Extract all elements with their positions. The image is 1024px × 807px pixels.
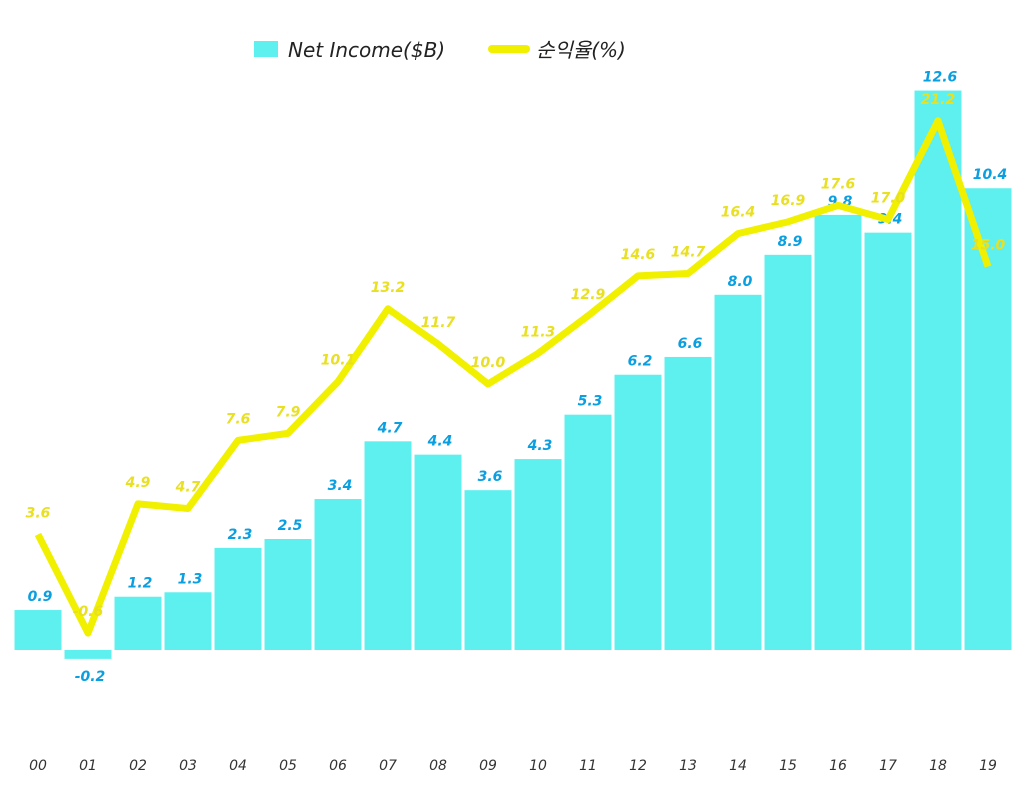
line-label-09: 10.0 [471, 355, 506, 371]
bar-label-07: 4.7 [377, 420, 403, 436]
bar-17 [864, 232, 912, 650]
bar-01 [64, 650, 112, 659]
x-tick-13: 13 [679, 758, 697, 774]
bar-18 [914, 90, 962, 650]
line-label-03: 4.7 [175, 480, 201, 496]
bar-label-08: 4.4 [427, 434, 453, 450]
bar-label-02: 1.2 [128, 576, 153, 592]
x-tick-11: 11 [579, 758, 597, 774]
line-label-06: 10.1 [321, 353, 356, 369]
x-tick-00: 00 [29, 758, 47, 774]
x-tick-07: 07 [379, 758, 397, 774]
x-tick-15: 15 [779, 758, 797, 774]
bar-05 [264, 539, 312, 650]
x-tick-08: 08 [429, 758, 447, 774]
bar-label-11: 5.3 [578, 394, 603, 410]
bar-07 [364, 441, 412, 650]
legend-label-net-income: Net Income($B) [288, 38, 445, 62]
x-tick-18: 18 [929, 758, 947, 774]
bar-08 [414, 454, 462, 650]
bar-label-04: 2.3 [228, 527, 253, 543]
legend-swatch-net-income [254, 41, 278, 57]
bar-label-01: -0.2 [75, 669, 106, 685]
margin-line [34, 117, 992, 637]
line-label-02: 4.9 [125, 475, 151, 491]
bar-16 [814, 214, 862, 650]
x-tick-03: 03 [179, 758, 197, 774]
line-label-12: 14.6 [621, 247, 656, 263]
legend: Net Income($B) 순익율(%) [254, 38, 626, 62]
x-tick-19: 19 [979, 758, 997, 774]
bar-label-19: 10.4 [973, 167, 1008, 183]
bar-label-12: 6.2 [628, 354, 653, 370]
bar-06 [314, 499, 362, 650]
bar-label-06: 3.4 [328, 478, 353, 494]
line-label-00: 3.6 [26, 505, 51, 521]
bar-09 [464, 490, 512, 650]
x-tick-09: 09 [479, 758, 497, 774]
line-label-05: 7.9 [276, 404, 301, 420]
line-label-18: 21.2 [921, 92, 956, 108]
line-label-13: 14.7 [671, 245, 706, 261]
line-label-08: 11.7 [421, 315, 456, 331]
bar-label-18: 12.6 [923, 70, 958, 86]
bar-13 [664, 356, 712, 650]
line-label-19: 15.0 [971, 238, 1006, 254]
bar-label-13: 6.6 [678, 336, 703, 352]
bar-label-05: 2.5 [278, 518, 303, 534]
x-tick-16: 16 [829, 758, 847, 774]
line-label-11: 12.9 [571, 287, 606, 303]
bar-label-00: 0.9 [28, 589, 53, 605]
x-tick-12: 12 [629, 758, 647, 774]
bar-03 [164, 592, 212, 650]
line-label-01: -0.6 [73, 604, 104, 620]
x-tick-02: 02 [129, 758, 147, 774]
legend-label-margin: 순익율(%) [536, 38, 626, 62]
bar-04 [214, 547, 262, 650]
line-label-10: 11.3 [521, 324, 556, 340]
line-label-15: 16.9 [771, 193, 806, 209]
x-tick-04: 04 [229, 758, 247, 774]
bar-label-14: 8.0 [728, 274, 753, 290]
bar-label-09: 3.6 [478, 469, 503, 485]
bar-02 [114, 596, 162, 650]
x-tick-17: 17 [879, 758, 897, 774]
line-label-04: 7.6 [226, 411, 251, 427]
x-tick-10: 10 [529, 758, 547, 774]
bar-10 [514, 459, 562, 650]
bar-14 [714, 294, 762, 650]
bar-12 [614, 374, 662, 650]
bar-00 [14, 610, 62, 650]
bar-label-15: 8.9 [778, 234, 803, 250]
bar-label-03: 1.3 [178, 571, 203, 587]
bar-label-10: 4.3 [527, 438, 553, 454]
line-label-14: 16.4 [721, 205, 756, 221]
line-label-16: 17.6 [821, 176, 856, 192]
x-tick-14: 14 [729, 758, 747, 774]
line-label-07: 13.2 [371, 280, 406, 296]
bar-11 [564, 414, 612, 650]
x-tick-01: 01 [79, 758, 97, 774]
x-tick-05: 05 [279, 758, 297, 774]
bar-15 [764, 254, 812, 650]
line-label-17: 17.0 [871, 191, 906, 207]
x-tick-06: 06 [329, 758, 347, 774]
